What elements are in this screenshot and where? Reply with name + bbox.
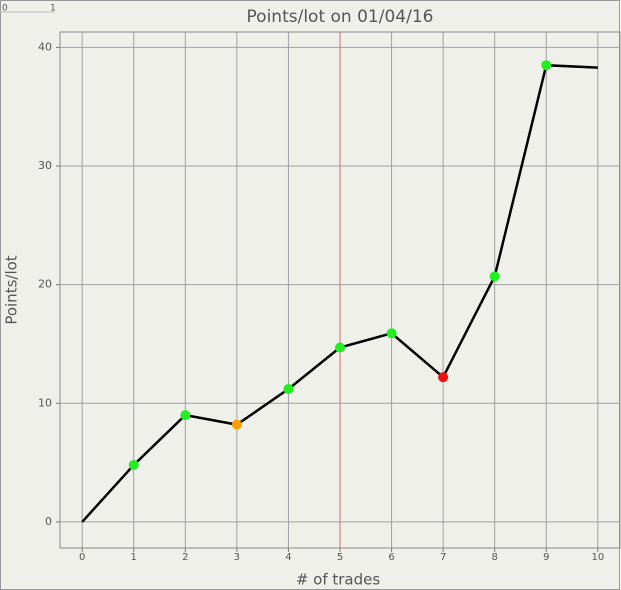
x-tick-label: 5	[337, 552, 343, 563]
x-tick-label: 6	[388, 552, 394, 563]
data-point	[386, 328, 397, 339]
data-point	[283, 384, 294, 395]
y-tick-label: 20	[38, 278, 52, 291]
chart-title: Points/lot on 01/04/16	[247, 7, 434, 27]
data-point	[438, 372, 449, 383]
y-tick-label: 40	[38, 40, 52, 53]
data-point	[541, 60, 552, 71]
data-point	[335, 342, 345, 353]
x-tick-label: 2	[182, 552, 188, 563]
data-point	[180, 410, 191, 421]
y-tick-label: 10	[38, 396, 52, 409]
x-axis-label: # of trades	[296, 571, 381, 589]
x-tick-label: 9	[543, 552, 549, 563]
x-tick-label: 3	[234, 552, 240, 563]
y-tick-label: 0	[45, 515, 52, 528]
corner-label: 1	[50, 4, 56, 14]
corner-label: 0	[2, 4, 8, 14]
data-point	[489, 271, 500, 282]
y-tick-label: 30	[38, 159, 52, 172]
x-tick-label: 7	[440, 552, 446, 563]
x-tick-label: 0	[79, 552, 85, 563]
x-tick-label: 1	[131, 552, 137, 563]
data-point	[128, 459, 139, 470]
x-tick-label: 4	[285, 552, 291, 563]
x-tick-label: 8	[492, 552, 498, 563]
y-axis-label: Points/lot	[3, 255, 21, 324]
data-point	[231, 419, 242, 430]
x-tick-label: 10	[591, 552, 604, 563]
